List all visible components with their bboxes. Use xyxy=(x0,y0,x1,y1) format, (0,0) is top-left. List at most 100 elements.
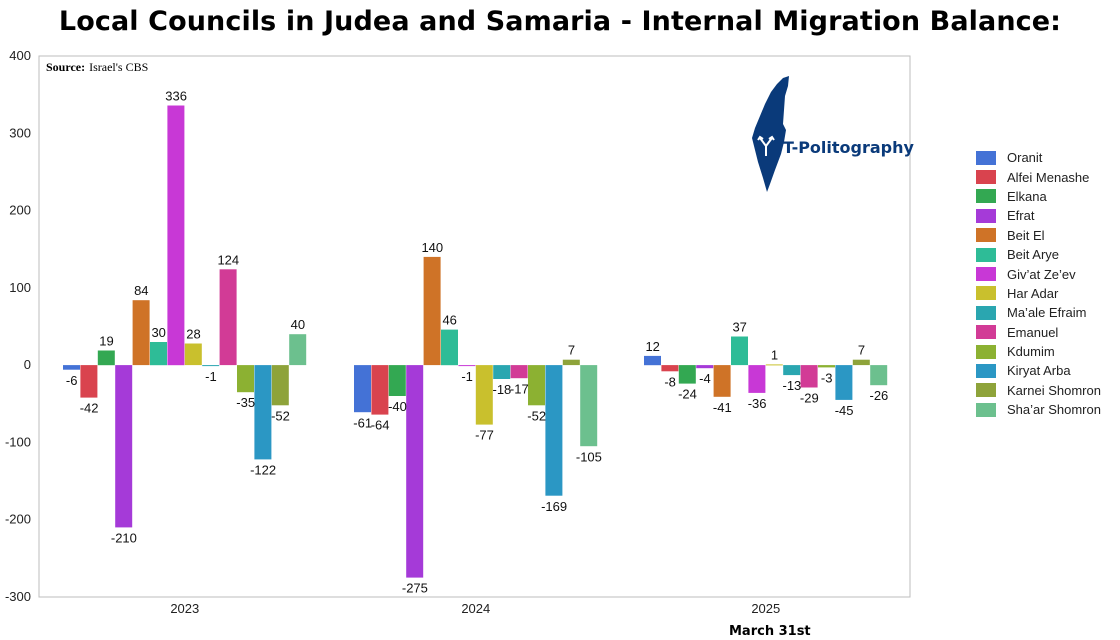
data-label: -64 xyxy=(371,418,390,433)
x-tick-label: 2023 xyxy=(170,601,199,616)
bar xyxy=(562,359,580,366)
bar xyxy=(202,365,220,367)
data-label: -3 xyxy=(821,371,833,386)
legend-label: Beit El xyxy=(1007,227,1045,243)
bar xyxy=(371,365,389,415)
bar xyxy=(150,342,167,366)
bar xyxy=(545,365,563,496)
bar xyxy=(731,336,748,366)
bar xyxy=(132,300,150,366)
legend-swatch xyxy=(976,344,996,359)
bar xyxy=(783,365,801,376)
data-label: -52 xyxy=(271,408,290,423)
legend-swatch xyxy=(976,170,996,185)
bar xyxy=(458,365,476,367)
legend-label: Giv’at Ze’ev xyxy=(1007,266,1076,282)
bar xyxy=(748,365,766,393)
legend-item: Elkana xyxy=(976,187,1101,206)
legend-swatch xyxy=(976,208,996,223)
y-tick-label: 300 xyxy=(9,125,31,140)
bar xyxy=(765,364,783,366)
legend-item: Beit Arye xyxy=(976,245,1101,264)
data-label: 1 xyxy=(771,347,778,362)
legend-item: Beit El xyxy=(976,226,1101,245)
legend-label: Har Adar xyxy=(1007,285,1059,301)
bar xyxy=(97,350,115,366)
legend-swatch xyxy=(976,363,996,378)
bar xyxy=(184,343,202,366)
bar xyxy=(80,365,98,398)
legend-label: Ma’ale Efraim xyxy=(1007,305,1087,321)
y-tick-label: 100 xyxy=(9,280,31,295)
legend-item: Giv’at Ze’ev xyxy=(976,264,1101,283)
bar xyxy=(423,256,441,366)
data-label: -36 xyxy=(748,396,767,411)
bar xyxy=(271,365,289,406)
data-label: -24 xyxy=(678,387,697,402)
data-label: -29 xyxy=(800,391,819,406)
data-label: -17 xyxy=(510,381,529,396)
legend-swatch xyxy=(976,383,996,398)
data-label: 84 xyxy=(134,283,148,298)
bar xyxy=(475,365,493,425)
bar xyxy=(818,365,835,368)
bar xyxy=(661,365,679,372)
legend-label: Kdumim xyxy=(1007,344,1055,360)
logo: T-Politography xyxy=(752,76,915,192)
y-tick-label: -300 xyxy=(5,589,31,604)
legend-item: Alfei Menashe xyxy=(976,167,1101,186)
data-label: 336 xyxy=(165,89,187,104)
source-value: Israel's CBS xyxy=(89,60,148,74)
legend-item: Emanuel xyxy=(976,323,1101,342)
fork-arrows-icon xyxy=(757,135,775,156)
legend-swatch xyxy=(976,402,996,417)
chart-title: Local Councils in Judea and Samaria - In… xyxy=(58,6,1062,37)
data-label: 30 xyxy=(151,325,165,340)
legend-item: Kdumim xyxy=(976,342,1101,361)
bar xyxy=(713,365,731,397)
legend-swatch xyxy=(976,267,996,282)
bar xyxy=(678,365,696,384)
legend-label: Karnei Shomron xyxy=(1007,382,1101,398)
legend-swatch xyxy=(976,228,996,243)
legend-swatch xyxy=(976,286,996,301)
legend-swatch xyxy=(976,189,996,204)
data-label: -41 xyxy=(713,400,732,415)
data-label: -6 xyxy=(66,373,78,388)
data-label: -169 xyxy=(541,499,567,514)
source-label: Source: xyxy=(46,60,85,74)
legend-swatch xyxy=(976,325,996,340)
x-axis: 2023 2024 2025 xyxy=(170,601,780,616)
y-tick-label: 0 xyxy=(24,357,31,372)
bar xyxy=(852,359,870,366)
source-note: Source: Israel's CBS xyxy=(46,60,148,74)
bar xyxy=(354,365,371,413)
data-label: -13 xyxy=(783,378,802,393)
bar xyxy=(580,365,598,447)
group-note: March 31st xyxy=(729,624,811,639)
bar xyxy=(696,365,714,369)
data-label: 124 xyxy=(217,252,239,267)
bar xyxy=(406,365,424,578)
legend-label: Elkana xyxy=(1007,188,1047,204)
legend-item: Karnei Shomron xyxy=(976,381,1101,400)
y-axis: -300 -200 -100 0 100 200 300 400 xyxy=(5,48,31,604)
data-label: 19 xyxy=(99,334,113,349)
israel-map-icon xyxy=(752,76,789,192)
legend-swatch xyxy=(976,305,996,320)
legend-swatch xyxy=(976,247,996,262)
data-label: -45 xyxy=(835,403,854,418)
legend-label: Sha’ar Shomron xyxy=(1007,402,1101,418)
data-label: 12 xyxy=(645,339,659,354)
logo-text: T-Politography xyxy=(783,138,915,157)
bar xyxy=(115,365,133,528)
bar xyxy=(254,365,272,460)
bar xyxy=(800,365,818,388)
legend-label: Beit Arye xyxy=(1007,247,1060,263)
data-label: 37 xyxy=(732,320,746,335)
data-label: -8 xyxy=(664,374,676,389)
y-tick-label: 200 xyxy=(9,203,31,218)
bar xyxy=(219,269,237,366)
bar xyxy=(510,365,528,379)
